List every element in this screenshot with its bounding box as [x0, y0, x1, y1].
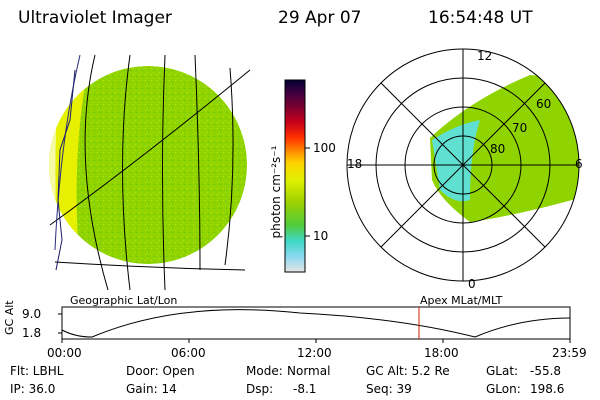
status-dsp-label: Dsp:: [246, 382, 274, 396]
orbit-ylabel: GC Alt: [3, 300, 16, 335]
mlat-label-70: 70: [512, 121, 528, 135]
orbit-ytick-9: 9.0: [22, 307, 42, 321]
status-glon-value: 198.6: [530, 382, 565, 396]
colorbar-tick-100: 100: [313, 141, 336, 155]
status-gc-alt: GC Alt: 5.2 Re: [366, 364, 450, 378]
colorbar-label: photon cm⁻²s⁻¹: [269, 145, 283, 239]
status-mode-label: Mode:: [246, 364, 283, 378]
status-mode-value: Normal: [287, 364, 331, 378]
status-seq: Seq: 39: [366, 382, 412, 396]
status-dsp-value: -8.1: [293, 382, 317, 396]
orbit-xtick-6: 06:00: [171, 346, 206, 360]
orbit-xtick-24: 23:59: [552, 346, 587, 360]
polar-plot: [346, 48, 580, 282]
geographic-grid: [49, 54, 251, 291]
mlat-label-80: 80: [490, 142, 506, 156]
status-ip: IP: 36.0: [10, 382, 56, 396]
colorbar-tick-10: 10: [313, 229, 329, 243]
orbit-xtick-0: 00:00: [47, 346, 82, 360]
orbit-xtick-18: 18:00: [424, 346, 459, 360]
geographic-caption: Geographic Lat/Lon: [70, 294, 178, 307]
mlt-label-0: 0: [468, 277, 476, 291]
orbit-xtick-12: 12:00: [297, 346, 332, 360]
status-gain: Gain: 14: [126, 382, 177, 396]
status-glat-value: -55.8: [530, 364, 562, 378]
orbit-plot: [58, 306, 571, 343]
status-door: Door: Open: [126, 364, 195, 378]
mlat-label-60: 60: [536, 97, 552, 111]
apex-caption: Apex MLat/MLT: [420, 294, 503, 307]
date-label: 29 Apr 07: [278, 8, 362, 28]
status-glon-label: GLon:: [486, 382, 521, 396]
status-flt: Flt: LBHL: [10, 364, 64, 378]
status-glat-label: GLat:: [486, 364, 519, 378]
colorbar: [284, 79, 306, 273]
mlt-label-12: 12: [477, 49, 493, 63]
geographic-disk: [49, 66, 247, 264]
instrument-title: Ultraviolet Imager: [18, 8, 172, 28]
orbit-ytick-1: 1.8: [22, 326, 42, 340]
mlt-label-18: 18: [347, 157, 363, 171]
time-label: 16:54:48 UT: [428, 8, 533, 28]
mlt-label-6: 6: [575, 157, 583, 171]
